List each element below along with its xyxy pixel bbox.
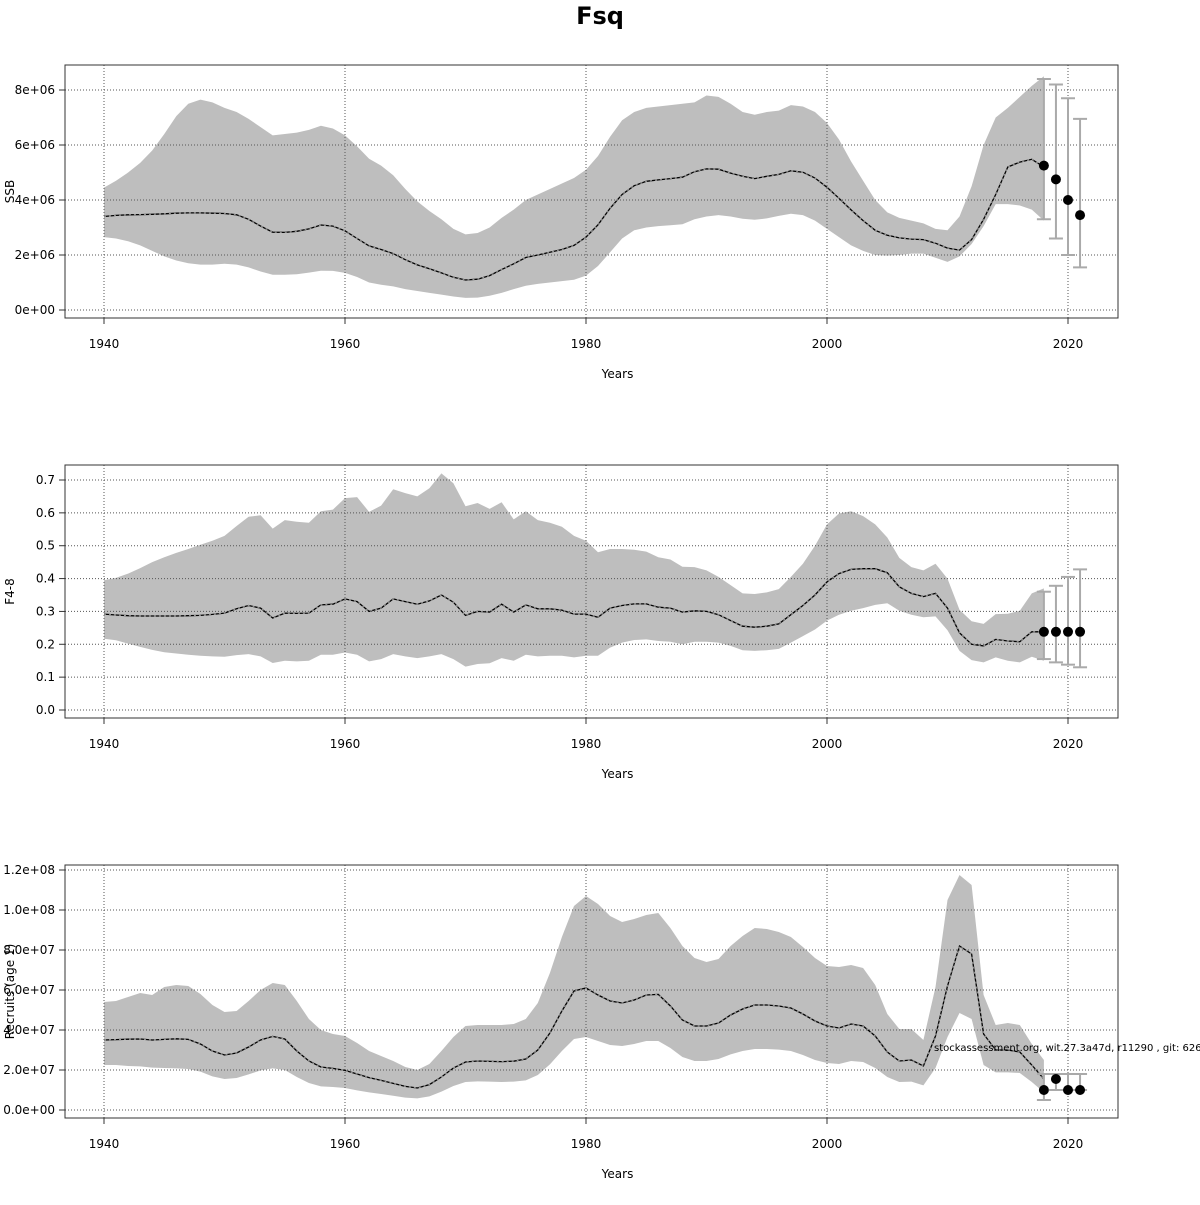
y-tick-label: 1.0e+08 [3, 903, 55, 917]
y-tick-label: 0.6 [36, 506, 55, 520]
x-axis-label: Years [601, 767, 634, 781]
forecast-point [1038, 160, 1049, 171]
y-tick-label: 0.0 [36, 703, 55, 717]
y-tick-label: 0.2 [36, 637, 55, 651]
estimate-line [103, 158, 1045, 281]
x-tick-label: 1960 [330, 737, 361, 751]
estimate-line-dash [103, 568, 1044, 647]
x-tick-label: 1980 [571, 337, 602, 351]
version-note: stockassessment.org, wit.27.3a47d, r1129… [934, 1043, 1200, 1054]
forecast-point [1075, 210, 1086, 221]
x-tick-label: 1980 [571, 1137, 602, 1151]
x-axis-label: Years [601, 367, 634, 381]
y-tick-label: 1.2e+08 [3, 863, 55, 877]
forecast-point [1063, 1085, 1073, 1095]
forecast-point [1063, 195, 1073, 205]
plot-frame [64, 864, 1119, 1119]
forecast-point [1050, 626, 1061, 637]
panel-3: 1940 1960 1980 2000 2020 0.0e+00 2.0e+07 4.0e+0… [3, 863, 1119, 1181]
y-tick-label: 2e+06 [15, 248, 55, 262]
x-tick-label: 1940 [89, 737, 120, 751]
x-tick-label: 2020 [1053, 1137, 1084, 1151]
y-tick-label: 8.0e+07 [3, 943, 55, 957]
chart-title: Fsq [576, 2, 624, 30]
y-axis-label: SSB [3, 180, 17, 203]
forecast-point [1075, 1085, 1086, 1095]
y-axis-label: F4-8 [3, 578, 17, 605]
forecast-point [1063, 626, 1073, 637]
x-tick-label: 1940 [89, 1137, 120, 1151]
estimate-line-dash [103, 945, 1045, 1089]
plot-frame [64, 464, 1119, 719]
forecast-point [1050, 174, 1061, 185]
y-tick-label: 0.3 [36, 604, 55, 618]
y-tick-label: 0.4 [36, 572, 55, 586]
panel-2: 1940 1960 1980 2000 2020 0.0 0.1 0.2 0.3 0.4 0.5 0.… [3, 464, 1119, 781]
y-tick-label: 0.0e+00 [3, 1103, 55, 1117]
forecast-point [1075, 626, 1086, 637]
confidence-band [104, 473, 1044, 667]
x-tick-label: 2000 [812, 337, 843, 351]
x-tick-label: 2000 [812, 737, 843, 751]
y-tick-label: 6.0e+07 [3, 983, 55, 997]
forecast-point [1038, 1085, 1049, 1095]
x-tick-label: 1940 [89, 337, 120, 351]
y-axis-label: Recruits (age 1) [3, 944, 17, 1040]
x-axis-label: Years [601, 1167, 634, 1181]
y-tick-label: 4.0e+07 [3, 1023, 55, 1037]
y-tick-label: 0e+00 [15, 303, 55, 317]
y-tick-label: 6e+06 [15, 138, 55, 152]
forecast-point [1038, 626, 1049, 637]
x-tick-label: 2020 [1053, 737, 1084, 751]
y-tick-label: 0.5 [36, 539, 55, 553]
x-tick-label: 2000 [812, 1137, 843, 1151]
x-tick-label: 1960 [330, 337, 361, 351]
y-tick-label: 2.0e+07 [3, 1063, 55, 1077]
y-tick-label: 4e+06 [15, 193, 55, 207]
y-tick-label: 8e+06 [15, 83, 55, 97]
x-tick-label: 1960 [330, 1137, 361, 1151]
x-tick-label: 2020 [1053, 337, 1084, 351]
y-tick-label: 0.7 [36, 473, 55, 487]
confidence-band [104, 875, 1044, 1099]
confidence-band [104, 76, 1044, 298]
y-tick-label: 0.1 [36, 670, 55, 684]
panel-1: 1940 1960 1980 2000 2020 0e+00 2e+06 4e+06 6e+06… [3, 64, 1119, 381]
x-tick-label: 1980 [571, 737, 602, 751]
forecast-point [1050, 1074, 1061, 1084]
plot-frame [64, 64, 1119, 319]
